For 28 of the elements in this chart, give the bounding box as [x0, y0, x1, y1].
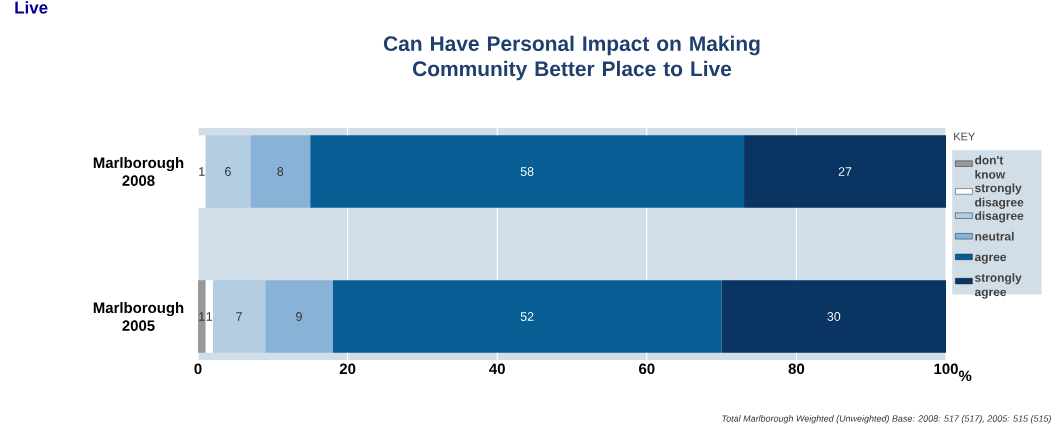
data-label: 9 [296, 312, 302, 321]
text: Live [15, 1, 48, 14]
data-label: 1 [199, 312, 205, 321]
x-tick-label: 20 [339, 363, 356, 375]
text: Total Marlborough Weighted (Unweighted) Base: 2008: 517 (517), 2005: 515 (515) [722, 415, 1051, 424]
legend-label: agree [974, 254, 1007, 264]
legend-title: KEY [954, 132, 975, 141]
legend-label: neutral [975, 231, 1014, 241]
data-label: 30 [827, 312, 841, 321]
x-axis-title: % [958, 370, 972, 382]
chart-title: Can Have Personal Impact on Making Community Better Place to Live [383, 35, 760, 81]
data-label: 1 [206, 312, 213, 321]
x-tick-label: 100 [934, 363, 958, 375]
x-tick-label: 40 [489, 363, 505, 375]
x-tick-label: 0 [194, 363, 202, 375]
data-label: 1 [199, 167, 205, 176]
legend-label: strongly agree [974, 273, 1022, 299]
data-label: 58 [520, 167, 534, 176]
data-label: 52 [520, 312, 534, 321]
y-tick-label: Marlborough 2005 [93, 302, 184, 331]
data-label: 7 [236, 312, 242, 321]
data-label: 6 [225, 167, 231, 176]
legend-label: disagree [975, 211, 1024, 223]
x-tick-label: 80 [788, 363, 805, 375]
y-tick-label: Marlborough 2008 [93, 157, 184, 186]
data-label: 8 [277, 167, 284, 176]
data-label: 27 [838, 167, 852, 176]
x-tick-label: 60 [639, 363, 655, 375]
